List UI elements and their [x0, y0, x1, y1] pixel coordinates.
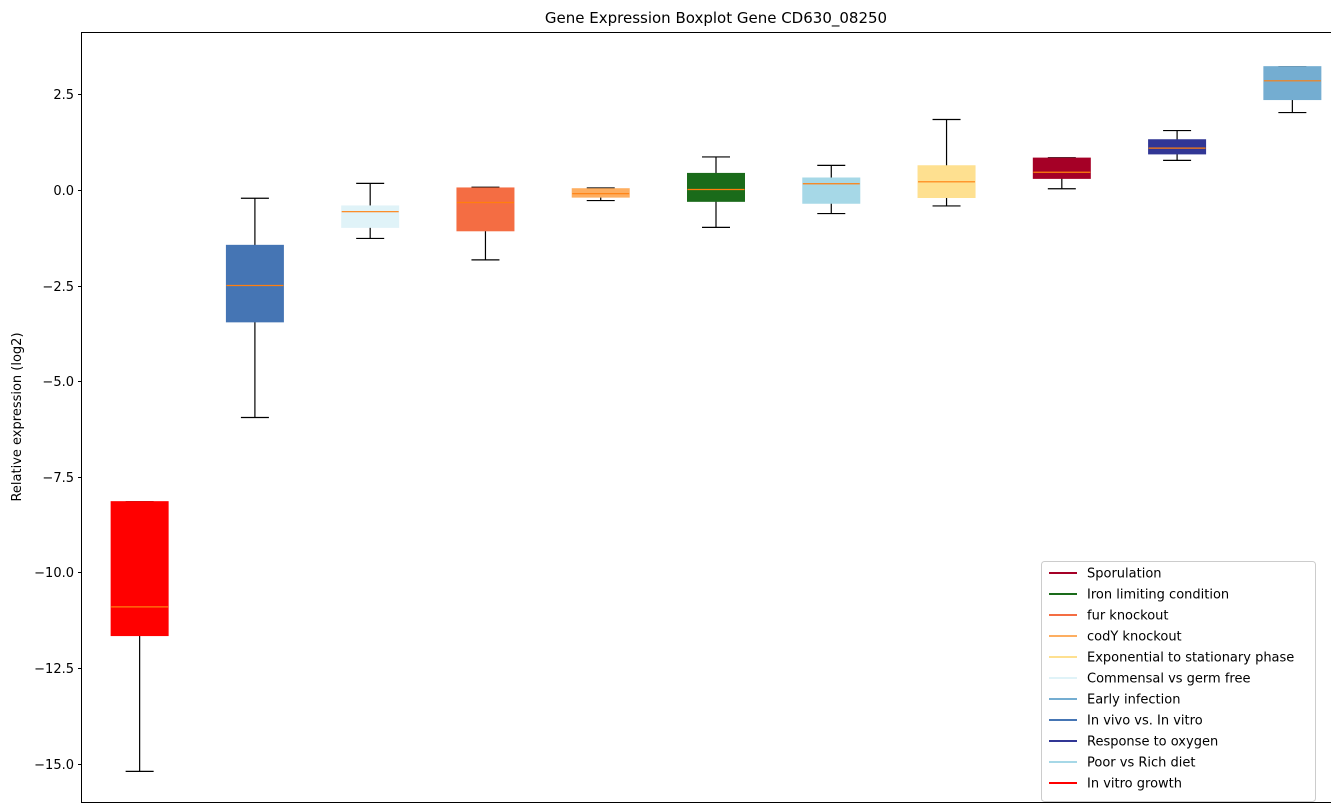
legend: Sporulation Iron limiting condition fur kn… — [1041, 561, 1316, 802]
box-iqr — [1148, 139, 1207, 155]
box-group — [110, 501, 169, 772]
legend-label: codY knockout — [1087, 630, 1182, 645]
y-tick-label: −2.5 — [42, 280, 74, 295]
box-group — [571, 187, 630, 202]
box-iqr — [110, 501, 169, 637]
legend-label: Sporulation — [1087, 567, 1162, 582]
plot-frame — [81, 32, 1331, 803]
legend-label: In vivo vs. In vitro — [1087, 714, 1203, 729]
legend-label: fur knockout — [1087, 609, 1169, 624]
box-group — [1032, 157, 1091, 190]
box-group — [225, 197, 284, 419]
legend-label: Poor vs Rich diet — [1087, 756, 1195, 771]
legend-frame — [1041, 561, 1316, 802]
y-tick-label: −15.0 — [34, 758, 74, 773]
box-iqr — [687, 172, 745, 202]
box-group — [341, 182, 400, 240]
legend-label: Exponential to stationary phase — [1087, 651, 1294, 666]
box-iqr — [571, 188, 630, 198]
box-group — [687, 156, 745, 228]
chart-title: Gene Expression Boxplot Gene CD630_08250 — [545, 9, 887, 28]
box-group — [456, 186, 515, 261]
box-iqr — [1032, 157, 1091, 179]
y-tick-label: 0.0 — [53, 184, 74, 199]
legend-label: In vitro growth — [1087, 777, 1182, 792]
box-iqr — [802, 177, 861, 204]
box-iqr — [341, 205, 400, 228]
box-group — [1263, 66, 1322, 114]
y-tick-label: 2.5 — [53, 88, 74, 103]
box-group — [1148, 129, 1207, 162]
box-series — [110, 66, 1322, 772]
legend-label: Iron limiting condition — [1087, 588, 1229, 603]
y-axis-ticks: 2.5 0.0 −2.5 −5.0 −7.5 −10.0 −12.5 −15.0 — [34, 88, 82, 773]
box-group — [802, 164, 861, 215]
y-tick-label: −7.5 — [42, 471, 74, 486]
legend-label: Commensal vs germ free — [1087, 672, 1250, 687]
y-tick-label: −12.5 — [34, 662, 74, 677]
legend-label: Early infection — [1087, 693, 1180, 708]
y-axis-label: Relative expression (log2) — [10, 332, 25, 501]
y-tick-label: −10.0 — [34, 566, 74, 581]
box-iqr — [225, 244, 284, 323]
legend-label: Response to oxygen — [1087, 735, 1218, 750]
box-iqr — [456, 187, 515, 232]
box-iqr — [1263, 66, 1322, 101]
y-tick-label: −5.0 — [42, 375, 74, 390]
box-group — [917, 118, 976, 207]
